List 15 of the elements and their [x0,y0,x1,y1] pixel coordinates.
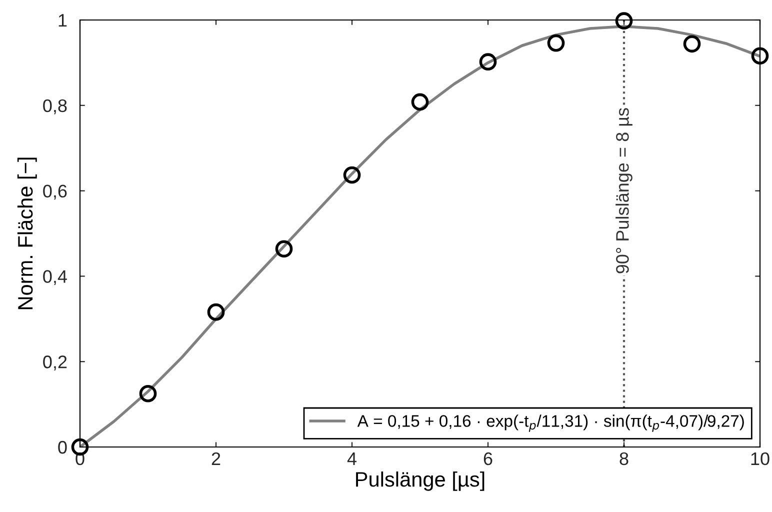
y-tick-label: 0,8 [43,99,67,114]
y-tick-label: 0,4 [43,270,67,286]
y-tick-label: 0,6 [43,184,67,200]
x-axis-title: Pulslänge [µs] [356,471,484,491]
ref-line-label: 90° Pulslänge = 8 µs [616,108,632,274]
x-tick-label: 10 [751,452,770,466]
x-tick-label: 2 [212,452,220,465]
x-tick-label: 6 [484,452,492,466]
y-tick-label: 0 [58,440,67,454]
y-tick-label: 1 [58,14,67,27]
x-tick-label: 4 [347,452,356,465]
y-axis-title: Norm. Fläche [−] [17,158,37,310]
legend-label: A = 0,15 + 0,16 · exp(-t$_{p}$/11,31) · sin(π(t$_{p}$-4,07)/9,27) [357,414,744,432]
y-tick-label: 0,2 [43,356,67,370]
x-tick-label: 8 [620,452,628,466]
